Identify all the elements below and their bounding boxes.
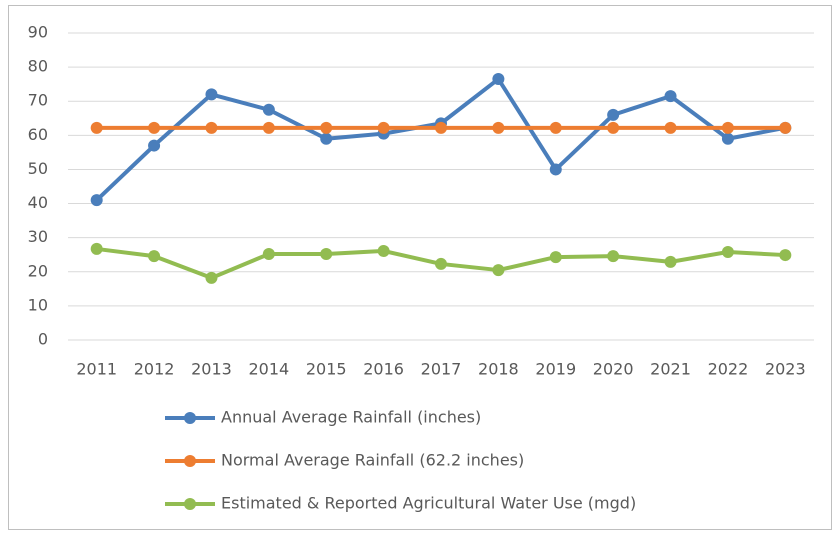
y-tick-label: 90 [28, 23, 48, 42]
series-marker [205, 271, 218, 284]
x-tick-label: 2021 [650, 360, 691, 379]
series-marker [492, 264, 505, 277]
series-marker [90, 242, 103, 255]
series-marker [90, 194, 103, 207]
legend-marker [184, 412, 196, 424]
series-marker [377, 244, 390, 257]
series-marker [664, 90, 677, 103]
series-marker [779, 121, 792, 134]
legend-marker [184, 455, 196, 467]
y-tick-label: 80 [28, 57, 48, 76]
y-tick-label: 50 [28, 159, 48, 178]
x-tick-label: 2011 [76, 360, 117, 379]
y-tick-label: 40 [28, 193, 48, 212]
x-tick-label: 2012 [134, 360, 175, 379]
x-tick-label: 2020 [593, 360, 634, 379]
series-marker [262, 103, 275, 116]
y-tick-label: 10 [28, 295, 48, 314]
series-marker [435, 121, 447, 134]
series-marker [435, 257, 447, 270]
x-tick-label: 2023 [765, 360, 806, 379]
x-tick-label: 2014 [248, 360, 289, 379]
series-marker [377, 121, 390, 134]
x-tick-label: 2013 [191, 360, 232, 379]
y-tick-label: 70 [28, 91, 48, 110]
chart-border [8, 5, 832, 530]
y-tick-label: 0 [38, 330, 48, 349]
series-marker [148, 121, 161, 134]
series-marker [320, 121, 333, 134]
series-marker [262, 248, 275, 261]
x-tick-label: 2015 [306, 360, 347, 379]
series-marker [607, 121, 620, 134]
series-marker [90, 121, 103, 134]
legend-label: Estimated & Reported Agricultural Water … [221, 494, 636, 513]
legend-label: Annual Average Rainfall (inches) [221, 408, 481, 427]
series-marker [664, 121, 677, 134]
legend-label: Normal Average Rainfall (62.2 inches) [221, 451, 524, 470]
series-marker [320, 132, 333, 145]
series-marker [549, 121, 562, 134]
series-marker [721, 121, 734, 134]
series-marker [664, 255, 677, 268]
x-tick-label: 2017 [421, 360, 462, 379]
series-marker [721, 132, 734, 145]
series-marker [492, 121, 505, 134]
y-tick-label: 60 [28, 125, 48, 144]
series-marker [148, 139, 161, 152]
y-tick-label: 30 [28, 227, 48, 246]
series-marker [492, 73, 505, 86]
series-marker [148, 250, 161, 263]
series-marker [779, 249, 792, 262]
series-marker [320, 248, 333, 261]
series-marker [721, 245, 734, 258]
series-marker [205, 121, 218, 134]
series-marker [607, 108, 620, 121]
series-marker [607, 250, 620, 263]
x-tick-label: 2019 [535, 360, 576, 379]
series-marker [549, 163, 562, 176]
y-tick-label: 20 [28, 261, 48, 280]
legend-marker [184, 498, 196, 510]
series-marker [205, 88, 218, 101]
series-marker [262, 121, 275, 134]
x-tick-label: 2016 [363, 360, 404, 379]
x-tick-label: 2022 [708, 360, 749, 379]
x-tick-label: 2018 [478, 360, 519, 379]
series-marker [549, 251, 562, 264]
